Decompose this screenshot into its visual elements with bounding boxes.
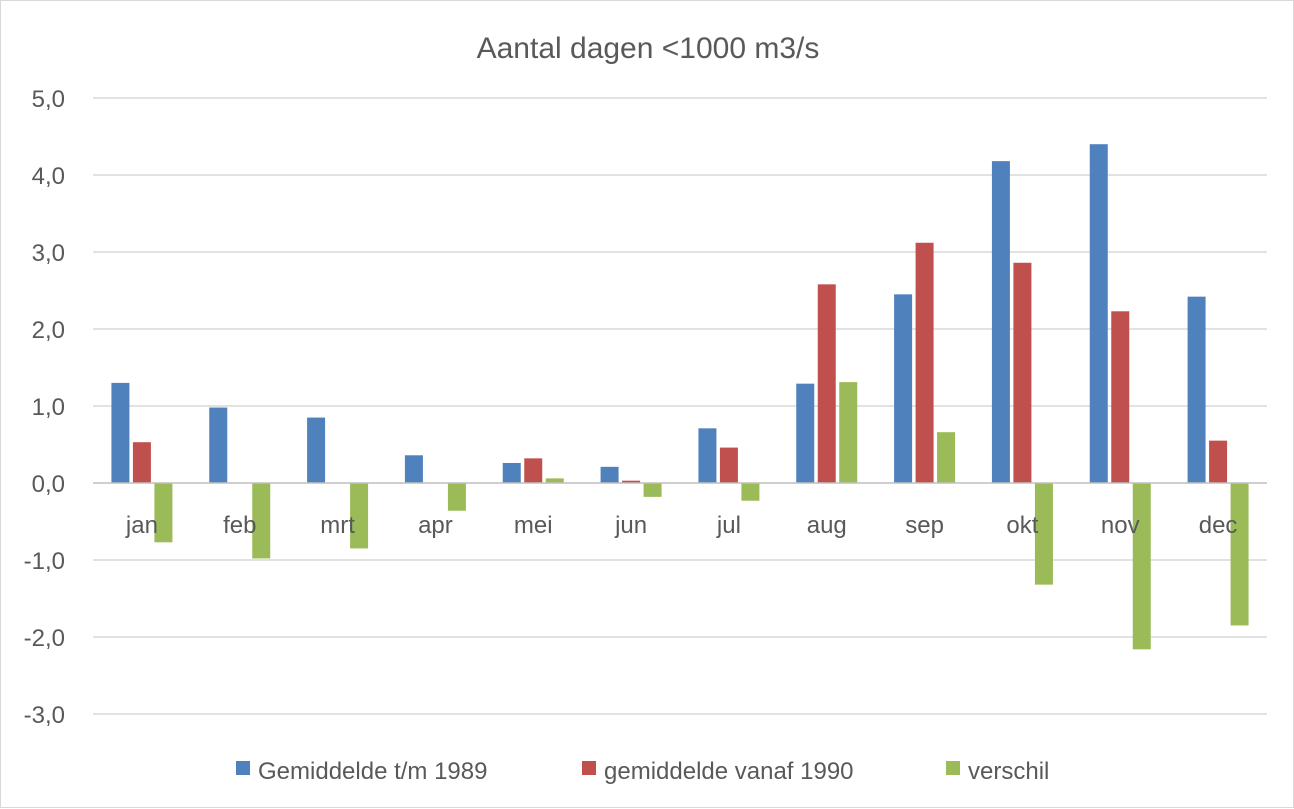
legend-label: verschil xyxy=(968,758,1049,785)
gridlines xyxy=(93,97,1267,715)
bar-jan-series-2 xyxy=(132,442,151,483)
legend: Gemiddelde t/m 1989 gemiddelde vanaf 1990… xyxy=(236,758,1049,785)
bar-apr-series-1 xyxy=(404,455,423,483)
bar-mei-series-3 xyxy=(545,478,564,483)
y-tick-label: -2,0 xyxy=(24,625,65,652)
y-axis-ticks: 5,0 4,0 3,0 2,0 1,0 0,0 -1,0 -2,0 -3,0 xyxy=(24,86,65,729)
bar-mrt-series-3 xyxy=(350,483,369,549)
x-axis-ticks: jan feb mrt apr mei jun jul aug sep okt nov dec xyxy=(125,512,1238,539)
bar-dec-series-3 xyxy=(1230,483,1249,626)
y-tick-label: 2,0 xyxy=(32,317,65,344)
x-tick-label: sep xyxy=(905,512,944,539)
x-tick-label: jul xyxy=(716,512,741,539)
x-tick-label: mrt xyxy=(320,512,355,539)
legend-swatch xyxy=(236,761,250,775)
bar-aug-series-1 xyxy=(796,383,815,483)
x-tick-label: mei xyxy=(514,512,553,539)
x-tick-label: dec xyxy=(1199,512,1238,539)
bar-okt-series-2 xyxy=(1013,262,1032,483)
bar-jun-series-3 xyxy=(643,483,662,497)
bar-jun-series-1 xyxy=(600,466,619,483)
bar-dec-series-1 xyxy=(1187,296,1206,483)
bar-aug-series-2 xyxy=(817,284,836,483)
bar-apr-series-3 xyxy=(447,483,466,511)
bar-nov-series-2 xyxy=(1111,311,1130,483)
y-tick-label: 3,0 xyxy=(32,240,65,267)
y-tick-label: 4,0 xyxy=(32,163,65,190)
bar-feb-series-3 xyxy=(252,483,271,559)
x-tick-label: okt xyxy=(1006,512,1038,539)
bar-jan-series-1 xyxy=(111,382,130,483)
bar-mei-series-2 xyxy=(524,458,543,483)
y-tick-label: 0,0 xyxy=(32,471,65,498)
x-tick-label: jun xyxy=(614,512,647,539)
bar-aug-series-3 xyxy=(839,382,858,483)
bar-jun-series-2 xyxy=(622,480,641,483)
x-tick-label: apr xyxy=(418,512,453,539)
bars xyxy=(111,144,1249,650)
legend-swatch xyxy=(582,761,596,775)
legend-label: gemiddelde vanaf 1990 xyxy=(604,758,854,785)
x-tick-label: feb xyxy=(223,512,256,539)
bar-nov-series-3 xyxy=(1132,483,1151,650)
bar-sep-series-2 xyxy=(915,242,934,483)
chart-title: Aantal dagen <1000 m3/s xyxy=(477,32,820,65)
bar-okt-series-1 xyxy=(991,161,1010,483)
bar-jan-series-3 xyxy=(154,483,173,543)
bar-jul-series-1 xyxy=(698,428,717,483)
x-tick-label: jan xyxy=(125,512,158,539)
bar-dec-series-2 xyxy=(1209,440,1228,483)
legend-label: Gemiddelde t/m 1989 xyxy=(258,758,487,785)
bar-jul-series-3 xyxy=(741,483,760,501)
bar-nov-series-1 xyxy=(1089,144,1108,483)
y-tick-label: -3,0 xyxy=(24,702,65,729)
y-tick-label: -1,0 xyxy=(24,548,65,575)
y-tick-label: 5,0 xyxy=(32,86,65,113)
x-tick-label: aug xyxy=(807,512,847,539)
bar-feb-series-1 xyxy=(209,407,228,483)
x-tick-label: nov xyxy=(1101,512,1140,539)
bar-mrt-series-1 xyxy=(307,417,326,483)
bar-sep-series-3 xyxy=(937,432,956,483)
bar-sep-series-1 xyxy=(894,294,913,483)
bar-mei-series-1 xyxy=(502,462,521,483)
legend-swatch xyxy=(946,761,960,775)
bar-jul-series-2 xyxy=(719,447,738,483)
y-tick-label: 1,0 xyxy=(32,394,65,421)
bar-okt-series-3 xyxy=(1034,483,1053,585)
